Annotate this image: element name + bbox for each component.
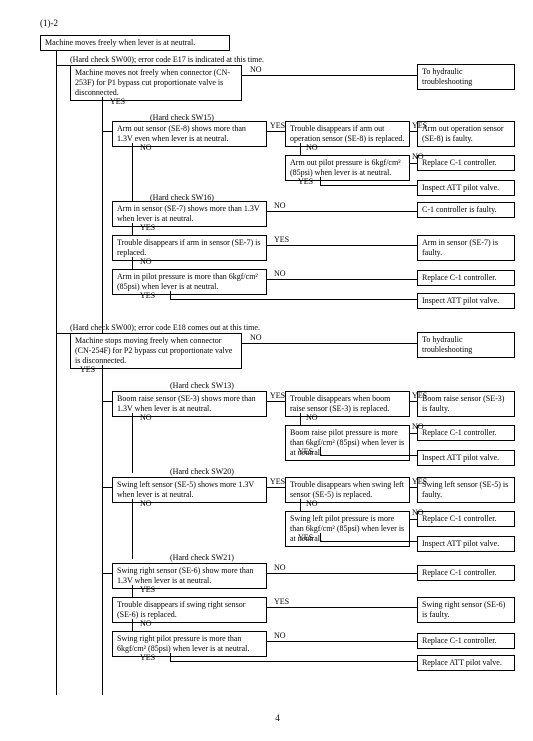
flow-diagram: Machine moves freely when lever is at ne… xyxy=(40,35,515,695)
inspect-att-2: Inspect ATT pilot valve. xyxy=(417,293,515,309)
swing-right-pressure: Swing right pilot pressure is more than … xyxy=(112,631,267,657)
yes-12: YES xyxy=(270,477,285,487)
note-e17: (Hard check SW00); error code E17 is ind… xyxy=(70,55,264,65)
yes-8: YES xyxy=(80,365,95,375)
box-e17: Machine moves not freely when connector … xyxy=(70,65,242,101)
yes-15: YES xyxy=(140,585,155,595)
no-3: NO xyxy=(306,143,318,153)
replace-c1-1: Replace C-1 controller. xyxy=(417,155,515,171)
yes-7: YES xyxy=(140,291,155,301)
no-17: NO xyxy=(274,631,286,641)
yes-11: YES xyxy=(298,447,313,457)
hc-sw13: (Hard check SW13) xyxy=(170,381,234,391)
yes-4: YES xyxy=(298,177,313,187)
no-9: NO xyxy=(140,413,152,423)
replace-c1-6: Replace C-1 controller. xyxy=(417,633,515,649)
arm-in-faulty: Arm in sensor (SE-7) is faulty. xyxy=(417,235,515,261)
swing-right-replace: Trouble disappears if swing right sensor… xyxy=(112,597,267,623)
arm-out-sensor: Arm out sensor (SE-8) shows more than 1.… xyxy=(112,121,267,147)
inspect-att-4: Inspect ATT pilot valve. xyxy=(417,536,515,552)
no-7: NO xyxy=(274,269,286,279)
hc-sw21: (Hard check SW21) xyxy=(170,553,234,563)
hc-sw20: (Hard check SW20) xyxy=(170,467,234,477)
yes-14: YES xyxy=(298,533,313,543)
swing-right-sensor: Swing right sensor (SE-6) show more than… xyxy=(112,563,267,589)
boom-raise-sensor: Boom raise sensor (SE-3) shows more than… xyxy=(112,391,267,417)
boom-raise-faulty: Boom raise sensor (SE-3) is faulty. xyxy=(417,391,515,417)
c1-faulty: C-1 controller is faulty. xyxy=(417,202,515,218)
replace-att: Replace ATT pilot valve. xyxy=(417,655,515,671)
section-header: (1)-2 xyxy=(40,18,515,29)
inspect-att-3: Inspect ATT pilot valve. xyxy=(417,450,515,466)
yes-6: YES xyxy=(274,235,289,245)
replace-c1-4: Replace C-1 controller. xyxy=(417,511,515,527)
no-12: NO xyxy=(140,499,152,509)
no-8: NO xyxy=(250,333,262,343)
out-hydraulic-2: To hydraulic troubleshooting xyxy=(417,332,515,358)
arm-in-pressure: Arm in pilot pressure is more than 6kgf/… xyxy=(112,269,267,295)
replace-c1-2: Replace C-1 controller. xyxy=(417,270,515,286)
note-e18: (Hard check SW00); error code E18 comes … xyxy=(70,323,260,333)
yes-2: YES xyxy=(270,121,285,131)
out-hydraulic-1: To hydraulic troubleshooting xyxy=(417,64,515,90)
no-10: NO xyxy=(306,413,318,423)
no-16: NO xyxy=(140,619,152,629)
no-1: NO xyxy=(250,65,262,75)
arm-out-faulty: Arm out operation sensor (SE-8) is fault… xyxy=(417,121,515,147)
page-number: 4 xyxy=(40,713,515,724)
no-6: NO xyxy=(140,257,152,267)
top-box: Machine moves freely when lever is at ne… xyxy=(40,35,230,51)
yes-17: YES xyxy=(140,653,155,663)
boom-raise-replace: Trouble disappears when boom raise senso… xyxy=(285,391,410,417)
swing-left-faulty: Swing left sensor (SE-5) is faulty. xyxy=(417,477,515,503)
replace-c1-3: Replace C-1 controller. xyxy=(417,425,515,441)
replace-c1-5: Replace C-1 controller. xyxy=(417,565,515,581)
yes-1: YES xyxy=(110,97,125,107)
no-2: NO xyxy=(140,143,152,153)
yes-5: YES xyxy=(140,223,155,233)
arm-in-replace: Trouble disappears if arm in sensor (SE-… xyxy=(112,235,267,261)
swing-left-sensor: Swing left sensor (SE-5) shows more 1.3V… xyxy=(112,477,267,503)
arm-in-sensor: Arm in sensor (SE-7) shows more than 1.3… xyxy=(112,201,267,227)
yes-9: YES xyxy=(270,391,285,401)
inspect-att-1: Inspect ATT pilot valve. xyxy=(417,180,515,196)
swing-right-faulty: Swing right sensor (SE-6) is faulty. xyxy=(417,597,515,623)
no-15: NO xyxy=(274,563,286,573)
no-5: NO xyxy=(274,201,286,211)
arm-out-replace: Trouble disappears if arm out operation … xyxy=(285,121,410,147)
no-13: NO xyxy=(306,499,318,509)
yes-16: YES xyxy=(274,597,289,607)
swing-left-replace: Trouble disappears when swing left senso… xyxy=(285,477,410,503)
box-e18: Machine stops moving freely when connect… xyxy=(70,333,242,369)
